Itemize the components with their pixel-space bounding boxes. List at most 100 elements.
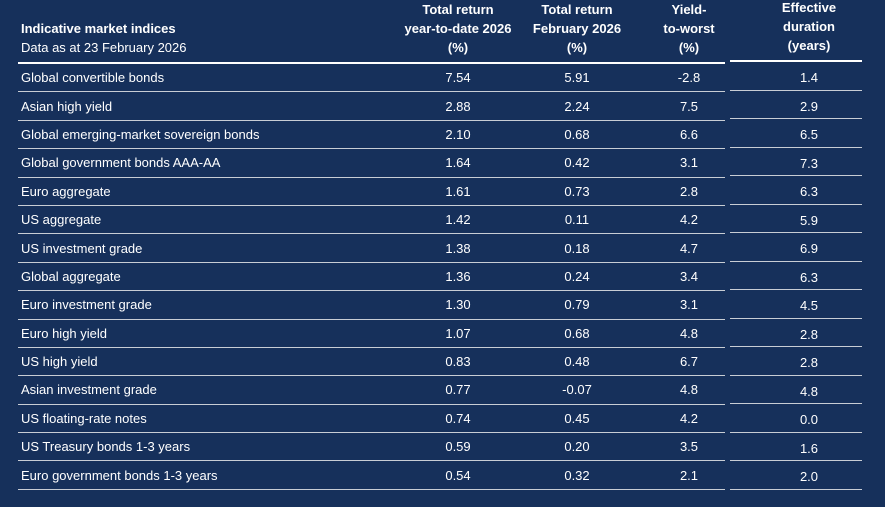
total-return-ytd-value: 0.59 [445,439,471,455]
table-row: Euro high yield 1.07 0.68 4.8 [18,320,725,348]
table-header-row: Indicative market indices Data as at 23 … [18,0,725,64]
yield-to-worst-value: 3.5 [679,439,699,455]
row-label: Global emerging-market sovereign bonds [21,126,260,142]
total-return-february-value: 0.20 [564,439,590,455]
table-title-cell: Indicative market indices Data as at 23 … [18,19,398,62]
table-row: US floating-rate notes 0.74 0.45 4.2 [18,405,725,434]
yield-to-worst-value: 3.1 [679,155,699,171]
total-return-ytd-value: 0.83 [445,354,471,370]
total-return-ytd-value: 0.74 [445,410,471,426]
effective-duration-value: 2.8 [799,326,819,342]
table-row: Euro government bonds 1-3 years 0.54 0.32 2… [18,461,725,490]
row-label: Global convertible bonds [21,70,165,86]
total-return-ytd-value: 7.54 [445,70,471,86]
total-return-february-value: 0.73 [564,183,590,199]
row-label: Global aggregate [21,268,121,284]
effective-duration-value: 6.3 [799,184,819,200]
duration-row: 0.0 [730,404,862,433]
duration-row: 6.5 [730,119,862,148]
duration-row: 7.3 [730,148,862,176]
effective-duration-value: 7.3 [799,155,819,171]
table-row: US Treasury bonds 1-3 years 0.59 0.20 3.5 [18,433,725,462]
row-label: US Treasury bonds 1-3 years [21,439,191,455]
total-return-ytd-value: 0.54 [445,467,471,483]
effective-duration-value: 6.3 [799,269,819,285]
yield-to-worst-value: 4.8 [679,382,699,398]
total-return-february-value: 0.79 [564,297,590,313]
effective-duration-value: 2.8 [799,355,819,371]
table-row: US high yield 0.83 0.48 6.7 [18,348,725,377]
duration-row: 4.5 [730,290,862,319]
row-label: US aggregate [21,212,102,228]
total-return-ytd-value: 0.77 [445,382,471,398]
row-label: Euro investment grade [21,297,152,313]
row-label: Euro aggregate [21,183,111,199]
effective-duration-value: 1.6 [799,440,819,456]
table-row: Euro investment grade 1.30 0.79 3.1 [18,291,725,320]
row-label: US high yield [21,354,98,370]
yield-to-worst-value: 6.7 [679,354,699,370]
total-return-ytd-value: 2.10 [445,126,471,142]
row-label: US floating-rate notes [21,410,147,426]
total-return-february-value: 5.91 [564,70,590,86]
table-subtitle: Data as at 23 February 2026 [21,40,187,55]
effective-duration-value: 1.4 [799,70,819,86]
effective-duration-value: 2.0 [799,469,819,485]
yield-to-worst-value: 4.8 [679,325,699,341]
total-return-ytd-value: 1.42 [445,212,471,228]
yield-to-worst-value: 6.6 [679,126,699,142]
effective-duration-value: 6.5 [799,127,819,143]
total-return-ytd-value: 1.07 [445,325,471,341]
duration-row: 6.3 [730,262,862,290]
effective-duration-value: 4.8 [799,383,819,399]
row-label: Euro high yield [21,325,107,341]
table-row: Global government bonds AAA-AA 1.64 0.42 3.… [18,149,725,178]
effective-duration-value: 6.9 [799,241,819,257]
total-return-february-value: 0.68 [564,325,590,341]
duration-row: 2.0 [730,461,862,490]
table-row: Asian high yield 2.88 2.24 7.5 [18,92,725,121]
table-row: US investment grade 1.38 0.18 4.7 [18,234,725,263]
total-return-ytd-value: 1.61 [445,183,471,199]
yield-to-worst-value: 4.7 [679,240,699,256]
duration-row: 6.9 [730,233,862,262]
table-title: Indicative market indices [21,21,176,36]
total-return-ytd-value: 2.88 [445,98,471,114]
total-return-february-value: 2.24 [564,98,590,114]
yield-to-worst-value: 2.8 [679,183,699,199]
total-return-ytd-value: 1.38 [445,240,471,256]
total-return-february-value: -0.07 [562,382,592,398]
duration-row: 2.9 [730,91,862,119]
table-row: Global convertible bonds 7.54 5.91 -2.8 [18,64,725,93]
table-row: Global aggregate 1.36 0.24 3.4 [18,263,725,292]
column-header-total-return-ytd: Total return year-to-date 2026 (%) [404,2,512,55]
effective-duration-value: 4.5 [799,298,819,314]
total-return-ytd-value: 1.36 [445,268,471,284]
total-return-february-value: 0.11 [564,212,590,228]
table-row: US aggregate 1.42 0.11 4.2 [18,206,725,235]
total-return-february-value: 0.18 [564,240,590,256]
table-row: Global emerging-market sovereign bonds 2.… [18,121,725,150]
duration-row: 1.4 [730,62,862,91]
row-label: Global government bonds AAA-AA [21,155,221,171]
duration-row: 2.8 [730,347,862,376]
yield-to-worst-value: 7.5 [679,98,699,114]
yield-to-worst-value: 2.1 [679,467,699,483]
effective-duration-column: Effective duration (years) 1.4 2.9 6.5 7.3 6… [730,0,862,490]
total-return-february-value: 0.42 [564,155,590,171]
main-table: Indicative market indices Data as at 23 … [18,0,725,490]
total-return-february-value: 0.24 [564,268,590,284]
table-row: Asian investment grade 0.77 -0.07 4.8 [18,376,725,405]
total-return-ytd-value: 1.30 [445,297,471,313]
duration-row: 4.8 [730,376,862,404]
column-header-effective-duration: Effective duration (years) [730,0,862,62]
duration-row: 2.8 [730,319,862,347]
market-indices-table: Indicative market indices Data as at 23 … [18,0,862,490]
total-return-ytd-value: 1.64 [445,155,471,171]
effective-duration-value: 5.9 [799,212,819,228]
duration-column-body: 1.4 2.9 6.5 7.3 6.3 5.9 6.9 6.3 4.5 2.8 2.8 4.8 0.0 1… [730,62,862,490]
yield-to-worst-value: 3.1 [679,297,699,313]
total-return-february-value: 0.68 [564,126,590,142]
column-header-total-return-february: Total return February 2026 (%) [532,2,622,55]
